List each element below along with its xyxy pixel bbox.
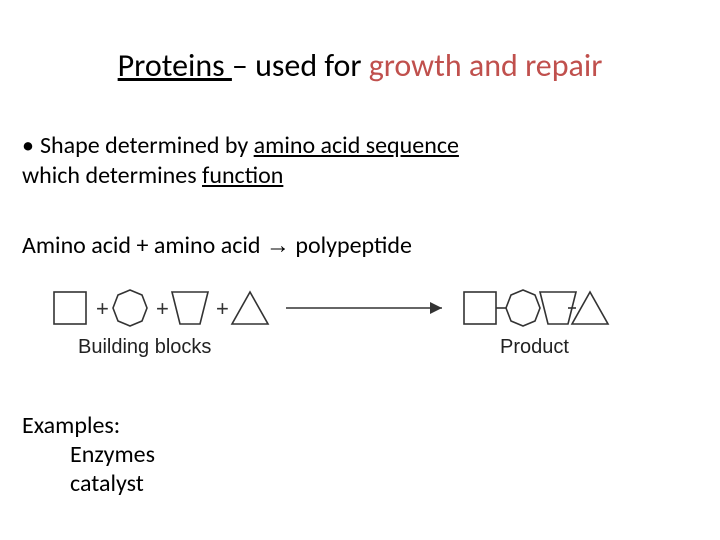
title-dash: – — [232, 46, 255, 85]
diagram: + + + + — [50, 280, 670, 370]
bullet-text-a: Shape determined by — [40, 131, 254, 160]
bb-plus1: + — [96, 296, 109, 321]
example-item-2: catalyst — [70, 470, 155, 499]
examples-header: Examples: — [22, 411, 120, 440]
example-item-1: Enzymes — [70, 441, 155, 470]
equation-c: polypeptide — [290, 231, 412, 260]
title-usedfor: used for — [255, 46, 369, 85]
equation-b: amino acid — [154, 231, 266, 260]
diagram-label-right: Product — [500, 336, 569, 359]
bullet-dot: • — [22, 132, 40, 161]
bullet-line1: •Shape determined by amino acid sequence — [22, 132, 459, 161]
equation-plus: + — [131, 231, 154, 260]
title-growth-repair: growth and repair — [369, 46, 603, 85]
equation-line: Amino acid + amino acid → polypeptide — [22, 232, 412, 261]
equation-a: Amino acid — [22, 231, 131, 260]
bullet-line2b: function — [202, 161, 283, 190]
slide-title: Proteins – used for growth and repair — [0, 46, 720, 85]
slide: Proteins – used for growth and repair •S… — [0, 0, 720, 540]
title-proteins: Proteins — [118, 46, 232, 85]
bullet-text-underlined: amino acid sequence — [254, 131, 459, 160]
bullet-line2: which determines function — [22, 162, 283, 191]
bb-plus3: + — [216, 296, 229, 321]
diagram-label-left: Building blocks — [78, 336, 211, 359]
bullet-line2a: which determines — [22, 161, 202, 190]
bb-plus2: + — [156, 296, 169, 321]
examples-block: Examples: Enzymes catalyst — [22, 412, 155, 498]
arrow-icon: → — [266, 232, 290, 259]
